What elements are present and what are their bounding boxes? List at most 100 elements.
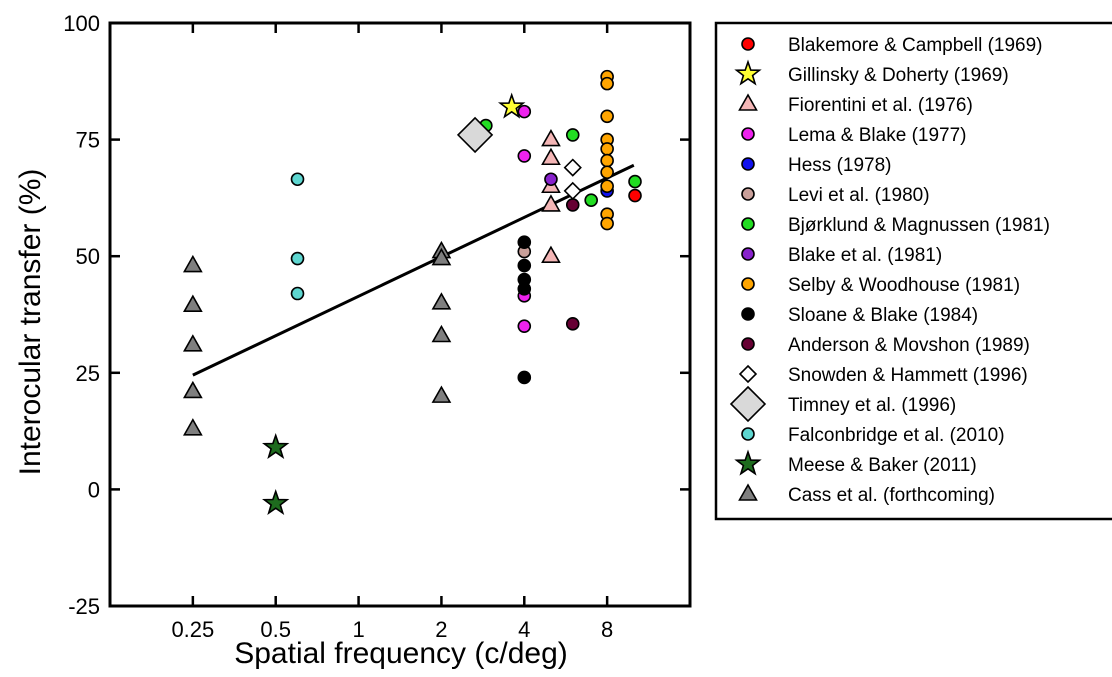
data-point: [565, 198, 580, 212]
legend-item: Snowden & Hammett (1996): [738, 364, 1028, 386]
y-tick-label: 50: [76, 244, 100, 269]
x-tick-label: 0.25: [171, 617, 214, 642]
legend-marker: [734, 449, 762, 476]
legend-marker: [741, 217, 755, 231]
legend-marker: [741, 307, 755, 321]
series-10: [565, 198, 580, 331]
legend-label: Fiorentini et al. (1976): [788, 95, 973, 116]
legend-label: Blakemore & Campbell (1969): [788, 35, 1043, 56]
legend-label: Bjørklund & Magnussen (1981): [788, 215, 1050, 236]
data-point: [290, 251, 305, 266]
data-point: [600, 142, 614, 156]
legend-label: Falconbridge et al. (2010): [788, 425, 1005, 446]
y-tick-label: 0: [88, 477, 100, 502]
plot-frame: [108, 21, 692, 608]
legend-item: Timney et al. (1996): [729, 385, 956, 423]
legend: Blakemore & Campbell (1969) Gillinsky & D…: [714, 21, 1112, 521]
data-point: [600, 153, 614, 168]
data-point: [517, 258, 532, 273]
legend-item: Anderson & Movshon (1989): [741, 335, 1030, 356]
legend-label: Snowden & Hammett (1996): [788, 365, 1028, 386]
data-point: [563, 158, 582, 177]
y-tick-label: 75: [76, 128, 100, 153]
legend-marker: [738, 93, 758, 111]
y-tick-label: 100: [63, 11, 100, 36]
data-point: [182, 294, 203, 312]
legend-item: Falconbridge et al. (2010): [741, 425, 1005, 446]
legend-marker: [741, 337, 755, 351]
data-point: [517, 319, 532, 333]
data-point: [431, 292, 452, 310]
data-point: [628, 174, 642, 189]
data-point: [541, 147, 561, 166]
data-point: [600, 76, 614, 91]
plot-area: [182, 69, 642, 516]
legend-item: Lema & Blake (1977): [741, 125, 967, 146]
legend-label: Timney et al. (1996): [788, 395, 956, 416]
data-point: [541, 128, 561, 147]
legend-item: Blake et al. (1981): [741, 245, 942, 266]
y-tick-label: -25: [68, 594, 100, 619]
data-point: [431, 247, 452, 266]
legend-label: Gillinsky & Doherty (1969): [788, 65, 1009, 86]
axes: 0.25 0.5 1 2 4 8 -25 0 25 50 75 100: [63, 11, 692, 642]
legend-box: [714, 21, 1112, 521]
data-point: [262, 432, 290, 460]
data-point: [544, 172, 558, 187]
legend-marker: [734, 59, 762, 86]
data-point: [517, 149, 532, 163]
data-point: [182, 334, 203, 352]
legend-marker: [741, 277, 755, 291]
legend-marker: [741, 187, 755, 201]
legend-item: Gillinsky & Doherty (1969): [734, 59, 1009, 86]
series-1: [497, 92, 526, 119]
legend-label: Hess (1978): [788, 155, 892, 176]
legend-marker: [741, 157, 755, 171]
legend-label: Cass et al. (forthcoming): [788, 485, 995, 506]
legend-item: Blakemore & Campbell (1969): [741, 35, 1043, 56]
legend-item: Selby & Woodhouse (1981): [741, 275, 1020, 296]
trend-line: [192, 163, 635, 377]
data-point: [517, 282, 532, 296]
legend-label: Lema & Blake (1977): [788, 125, 967, 146]
data-point: [565, 317, 580, 331]
data-point: [182, 254, 203, 273]
legend-marker: [738, 364, 758, 384]
data-point: [182, 380, 203, 399]
data-point: [182, 418, 203, 436]
series-0: [628, 188, 642, 203]
legend-item: Meese & Baker (2011): [734, 449, 977, 476]
legend-marker: [741, 127, 755, 141]
legend-label: Levi et al. (1980): [788, 185, 930, 206]
data-point: [600, 179, 614, 194]
data-point: [262, 488, 290, 516]
legend-label: Blake et al. (1981): [788, 245, 942, 266]
data-point: [600, 216, 614, 231]
data-point: [290, 172, 305, 187]
data-point: [431, 385, 452, 403]
data-point: [290, 286, 305, 301]
legend-label: Sloane & Blake (1984): [788, 305, 978, 326]
series-15: [182, 240, 452, 436]
legend-marker: [729, 385, 767, 423]
legend-item: Hess (1978): [741, 155, 892, 176]
x-tick-label: 0.5: [260, 617, 291, 642]
y-tick-label: 25: [76, 361, 100, 386]
series-9: [517, 235, 532, 385]
data-point: [541, 245, 561, 264]
legend-label: Anderson & Movshon (1989): [788, 335, 1030, 356]
data-point: [541, 194, 561, 212]
legend-item: Bjørklund & Magnussen (1981): [741, 215, 1050, 236]
legend-item: Levi et al. (1980): [741, 185, 930, 206]
legend-label: Meese & Baker (2011): [788, 455, 977, 476]
series-8: [600, 69, 614, 231]
y-axis-title: Interocular transfer (%): [14, 169, 47, 476]
data-point: [600, 109, 614, 124]
x-tick-label: 1: [352, 617, 364, 642]
series-12: [456, 116, 494, 154]
x-tick-label: 8: [601, 617, 613, 642]
data-point: [517, 235, 532, 250]
series-6: [479, 118, 642, 208]
legend-marker: [741, 427, 755, 441]
legend-marker: [738, 483, 758, 501]
